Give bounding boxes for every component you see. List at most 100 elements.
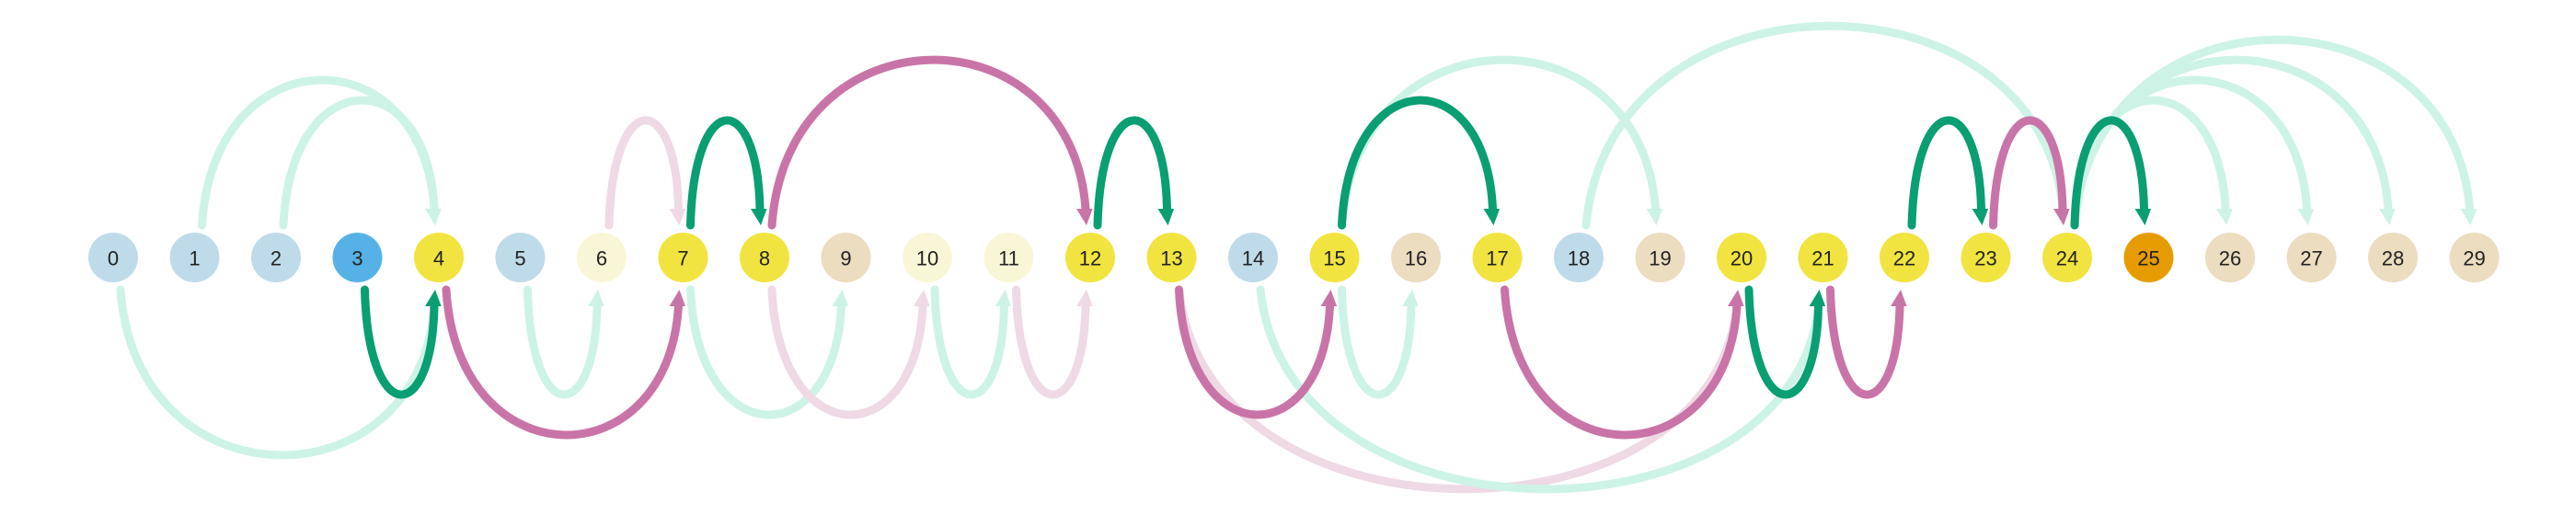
node-circle-0 <box>88 233 138 282</box>
edge-4-7 <box>442 285 683 440</box>
node-27: 27 <box>2286 233 2337 282</box>
node-label-8: 8 <box>759 247 770 270</box>
node-label-3: 3 <box>351 247 362 270</box>
node-label-28: 28 <box>2382 247 2404 270</box>
node-11: 11 <box>983 233 1034 282</box>
edge-11-12 <box>1012 285 1090 399</box>
edge-17-20 <box>1501 285 1742 440</box>
node-label-1: 1 <box>189 247 200 270</box>
node-circle-26 <box>2205 233 2255 282</box>
node-circle-29 <box>2449 233 2500 282</box>
edge-3-4 <box>361 285 439 399</box>
node-label-9: 9 <box>840 247 851 270</box>
edge-arrowhead-5-6 <box>588 290 604 306</box>
edge-arrowhead-22-23 <box>1972 209 1989 225</box>
node-label-24: 24 <box>2056 247 2078 270</box>
node-label-2: 2 <box>270 247 282 270</box>
node-circle-20 <box>1717 233 1766 282</box>
node-7: 7 <box>658 233 708 282</box>
node-circle-24 <box>2042 233 2092 282</box>
node-label-7: 7 <box>677 247 688 270</box>
edge-24-25 <box>2070 116 2148 230</box>
node-9: 9 <box>821 233 871 282</box>
node-3: 3 <box>332 233 383 282</box>
node-5: 5 <box>495 233 546 282</box>
edge-0-4 <box>116 285 439 460</box>
node-label-18: 18 <box>1568 247 1590 270</box>
node-label-25: 25 <box>2137 247 2159 270</box>
node-circle-7 <box>658 233 708 282</box>
edge-arrowhead-20-21 <box>1809 290 1826 306</box>
edge-arrowhead-24-27 <box>2297 209 2315 225</box>
node-label-6: 6 <box>596 247 607 270</box>
node-circle-12 <box>1065 233 1115 282</box>
edge-arrowhead-21-22 <box>1891 290 1907 306</box>
node-1: 1 <box>169 233 220 282</box>
edge-8-12 <box>767 55 1090 230</box>
node-label-22: 22 <box>1893 247 1915 270</box>
node-circle-15 <box>1309 233 1360 282</box>
edge-arrowhead-24-26 <box>2216 209 2233 225</box>
node-15: 15 <box>1309 233 1360 282</box>
edge-20-21 <box>1744 285 1823 399</box>
edge-13-15 <box>1175 285 1334 419</box>
node-circle-8 <box>740 233 789 282</box>
edge-1-4 <box>198 75 439 230</box>
node-label-16: 16 <box>1405 247 1427 270</box>
node-23: 23 <box>1961 233 2011 282</box>
edge-22-23 <box>1907 116 1985 230</box>
edges-layer <box>116 21 2478 494</box>
edge-arrowhead-3-4 <box>425 290 442 306</box>
node-label-4: 4 <box>433 247 444 270</box>
edge-2-4 <box>279 96 439 230</box>
node-20: 20 <box>1717 233 1766 282</box>
node-circle-22 <box>1880 233 1929 282</box>
edge-12-13 <box>1093 116 1171 230</box>
node-label-5: 5 <box>514 247 525 270</box>
edge-arrowhead-24-25 <box>2134 209 2152 225</box>
node-label-29: 29 <box>2463 247 2485 270</box>
edge-arrowhead-17-20 <box>1728 290 1744 306</box>
node-label-21: 21 <box>1811 247 1834 270</box>
edge-arrowhead-15-19 <box>1646 209 1663 225</box>
node-label-27: 27 <box>2300 247 2322 270</box>
node-18: 18 <box>1554 233 1604 282</box>
node-label-20: 20 <box>1731 247 1753 270</box>
node-label-12: 12 <box>1079 247 1101 270</box>
node-16: 16 <box>1391 233 1441 282</box>
edge-arrowhead-6-7 <box>669 209 686 225</box>
edge-arrowhead-7-9 <box>832 290 849 306</box>
edge-24-29 <box>2070 35 2474 230</box>
edge-6-7 <box>604 116 683 230</box>
node-12: 12 <box>1065 233 1115 282</box>
edge-23-24 <box>1989 116 2067 230</box>
nodes-layer: 0 1 2 3 4 5 6 7 8 9 10 11 12 13 14 15 16 17 18 19 20 21 22 23 24… <box>88 233 2500 282</box>
node-circle-21 <box>1798 233 1848 282</box>
node-circle-4 <box>414 233 464 282</box>
node-28: 28 <box>2368 233 2418 282</box>
node-circle-1 <box>169 233 220 282</box>
node-circle-11 <box>983 233 1034 282</box>
node-13: 13 <box>1146 233 1197 282</box>
node-14: 14 <box>1228 233 1278 282</box>
edge-24-26 <box>2070 96 2230 230</box>
node-circle-9 <box>821 233 871 282</box>
node-circle-23 <box>1961 233 2011 282</box>
node-label-17: 17 <box>1486 247 1508 270</box>
node-8: 8 <box>740 233 789 282</box>
edge-8-10 <box>767 285 927 419</box>
node-24: 24 <box>2042 233 2092 282</box>
edge-arrowhead-2-4 <box>425 209 442 225</box>
edge-15-16 <box>1338 285 1416 399</box>
edge-7-8 <box>686 116 765 230</box>
edge-10-11 <box>930 285 1008 399</box>
node-label-10: 10 <box>916 247 938 270</box>
node-6: 6 <box>577 233 627 282</box>
node-label-11: 11 <box>998 247 1019 270</box>
node-circle-27 <box>2286 233 2337 282</box>
edge-7-9 <box>686 285 845 419</box>
edge-arrowhead-12-13 <box>1157 209 1175 225</box>
node-label-23: 23 <box>1974 247 1996 270</box>
node-26: 26 <box>2205 233 2255 282</box>
node-circle-25 <box>2123 233 2174 282</box>
